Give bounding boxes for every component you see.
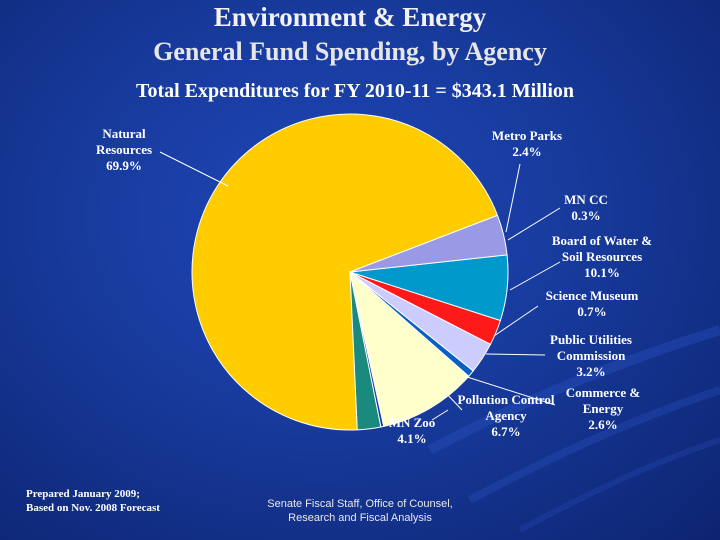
leader-line [493, 305, 539, 337]
total-expenditures-line: Total Expenditures for FY 2010-11 = $343… [135, 80, 575, 102]
slice-label: Science Museum 0.7% [546, 288, 639, 319]
slice-label: MN CC 0.3% [564, 192, 608, 223]
leader-line [505, 163, 521, 233]
chart-title: Environment & Energy [213, 2, 487, 32]
slice-label: Natural Resources 69.9% [96, 126, 152, 173]
prepared-line-2: Based on Nov. 2008 Forecast [26, 502, 160, 514]
slice-label: Board of Water & Soil Resources 10.1% [552, 233, 652, 280]
leader-line [444, 391, 463, 411]
slice-label: Commerce & Energy 2.6% [566, 385, 641, 432]
leader-line [509, 261, 561, 291]
source-line-1: Senate Fiscal Staff, Office of Counsel, [267, 498, 453, 510]
chart-subtitle: General Fund Spending, by Agency [153, 37, 547, 66]
prepared-line-1: Prepared January 2009; [26, 488, 140, 500]
pie-slice [349, 270, 470, 427]
leader-line [463, 375, 556, 406]
source-line-2: Research and Fiscal Analysis [288, 512, 432, 524]
pie-slice [349, 214, 508, 273]
leader-line [485, 353, 546, 356]
leader-line [431, 409, 449, 421]
leader-line [159, 151, 229, 187]
slice-label: Metro Parks 2.4% [492, 128, 562, 159]
slice-label: MN Zoo 4.1% [389, 415, 436, 446]
slice-label: Public Utilities Commission 3.2% [550, 332, 632, 379]
prepared-note: Prepared January 2009; Based on Nov. 200… [26, 487, 160, 515]
leader-line [507, 207, 561, 241]
slice-label: Pollution Control Agency 6.7% [458, 392, 555, 439]
pie-slice [191, 113, 499, 431]
source-note: Senate Fiscal Staff, Office of Counsel, … [230, 497, 490, 525]
